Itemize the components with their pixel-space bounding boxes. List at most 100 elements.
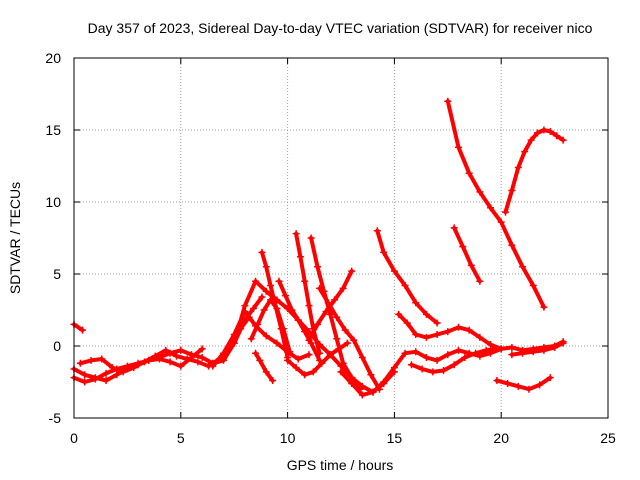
data-point xyxy=(301,328,309,336)
data-point xyxy=(198,345,206,353)
data-point xyxy=(454,346,462,354)
data-point xyxy=(326,310,334,318)
data-point xyxy=(429,368,437,376)
data-trace-line xyxy=(309,236,363,392)
data-point xyxy=(343,339,351,347)
data-point xyxy=(252,277,260,285)
data-series-arc-20 xyxy=(444,97,548,311)
data-point xyxy=(294,355,302,363)
data-point xyxy=(258,248,266,256)
data-point xyxy=(395,310,403,318)
data-point xyxy=(275,277,283,285)
data-point xyxy=(267,282,275,290)
data-point xyxy=(508,186,516,194)
y-tick-label: 20 xyxy=(45,50,61,66)
y-tick-label: 15 xyxy=(45,122,61,138)
data-point xyxy=(81,378,89,386)
data-point xyxy=(183,355,191,363)
data-point xyxy=(301,371,309,379)
data-series-arc-17 xyxy=(373,227,441,327)
data-point xyxy=(294,316,302,324)
data-point xyxy=(412,348,420,356)
data-trace-line xyxy=(445,99,546,310)
data-point xyxy=(476,333,484,341)
data-point xyxy=(155,355,163,363)
x-tick-label: 10 xyxy=(280,430,296,446)
data-point xyxy=(173,352,181,360)
data-point xyxy=(418,365,426,373)
data-point xyxy=(454,143,462,151)
data-series-arc-22 xyxy=(501,126,567,216)
data-point xyxy=(433,319,441,327)
data-point xyxy=(314,263,322,271)
data-point xyxy=(337,368,345,376)
x-tick-label: 15 xyxy=(387,430,403,446)
data-point xyxy=(130,364,138,372)
data-series-arc-12 xyxy=(307,234,364,393)
data-point xyxy=(514,163,522,171)
data-point xyxy=(140,358,148,366)
data-point xyxy=(390,364,398,372)
data-point xyxy=(412,330,420,338)
data-point xyxy=(230,339,238,347)
data-trace-line xyxy=(210,309,311,369)
data-point xyxy=(553,132,561,140)
data-point xyxy=(454,323,462,331)
data-point xyxy=(540,126,548,134)
data-point xyxy=(301,277,309,285)
data-point xyxy=(262,287,270,295)
data-point xyxy=(422,354,430,362)
x-tick-label: 5 xyxy=(177,430,185,446)
data-series-arc-24 xyxy=(508,339,567,359)
data-point xyxy=(514,382,522,390)
data-point xyxy=(241,302,249,310)
data-point xyxy=(508,351,516,359)
data-point xyxy=(305,336,313,344)
data-point xyxy=(534,129,542,137)
data-point xyxy=(108,364,116,372)
data-point xyxy=(314,320,322,328)
data-point xyxy=(262,368,270,376)
data-point xyxy=(358,391,366,399)
data-point xyxy=(559,136,567,144)
data-point xyxy=(401,349,409,357)
data-point xyxy=(281,292,289,300)
data-series-arc-23 xyxy=(493,374,554,393)
data-point xyxy=(422,310,430,318)
data-point xyxy=(348,267,356,275)
data-point xyxy=(367,371,375,379)
data-point xyxy=(546,374,554,382)
data-point xyxy=(380,248,388,256)
data-point xyxy=(307,234,315,242)
data-point xyxy=(220,356,228,364)
data-point xyxy=(501,208,509,216)
data-point xyxy=(333,313,341,321)
data-point xyxy=(76,359,84,367)
data-point xyxy=(262,332,270,340)
data-point xyxy=(440,366,448,374)
data-trace-line xyxy=(72,322,85,333)
data-point xyxy=(433,330,441,338)
data-series-arc-5 xyxy=(209,307,313,370)
data-point xyxy=(459,243,467,251)
data-point xyxy=(487,341,495,349)
data-point xyxy=(119,368,127,376)
data-series-arc-19 xyxy=(407,345,501,376)
data-point xyxy=(339,359,347,367)
data-point xyxy=(81,371,89,379)
data-point xyxy=(194,358,202,366)
data-point xyxy=(433,356,441,364)
data-point xyxy=(220,349,228,357)
data-trace-line xyxy=(307,269,354,343)
data-series-arc-9 xyxy=(252,349,277,385)
y-axis-label: SDTVAR / TECUs xyxy=(7,182,23,294)
data-point xyxy=(525,385,533,393)
data-point xyxy=(87,356,95,364)
data-point xyxy=(540,303,548,311)
data-point xyxy=(292,230,300,238)
data-point xyxy=(288,306,296,314)
data-point xyxy=(412,299,420,307)
data-point xyxy=(273,339,281,347)
x-tick-label: 0 xyxy=(70,430,78,446)
